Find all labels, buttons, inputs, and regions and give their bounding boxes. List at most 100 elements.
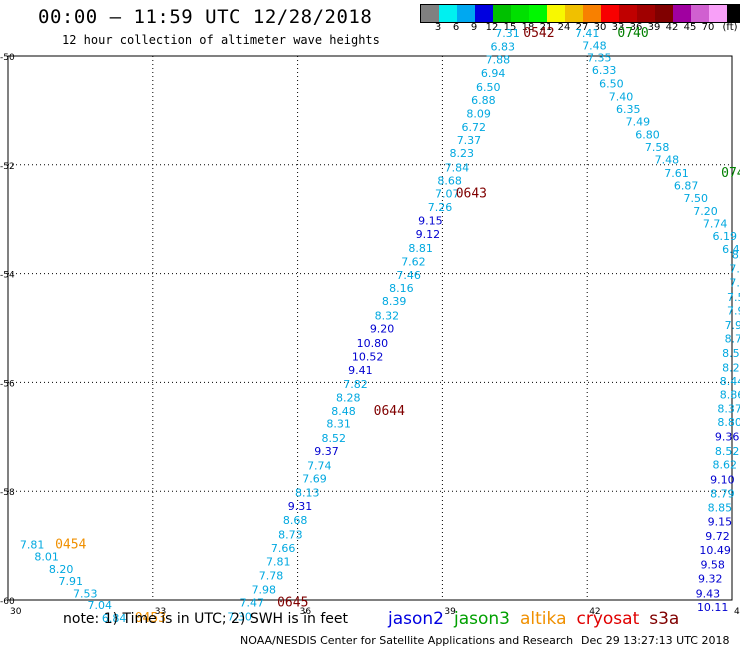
wave-height-value: 8.39 xyxy=(382,295,407,308)
color-swatch xyxy=(421,5,439,22)
color-swatch xyxy=(727,5,740,22)
wave-height-value: 9.12 xyxy=(416,228,441,241)
wave-height-value: 8.31 xyxy=(326,418,351,431)
wave-height-value: 7.31 xyxy=(495,27,520,40)
satellite-legend-item: altika xyxy=(520,609,567,629)
wave-height-value: 7.62 xyxy=(401,255,426,268)
wave-height-value: 8.01 xyxy=(34,550,59,563)
color-scale-label: 21 xyxy=(539,22,553,33)
wave-height-value: 10.11 xyxy=(697,601,729,614)
color-swatch xyxy=(511,5,529,22)
wave-height-value: 6.87 xyxy=(674,179,699,192)
satellite-legend-item: cryosat xyxy=(576,609,640,629)
wave-height-value: 6.35 xyxy=(616,103,641,116)
wave-height-value: 6.50 xyxy=(476,81,501,94)
wave-height-value: 9.31 xyxy=(288,500,313,513)
wave-height-value: 9.41 xyxy=(348,364,373,377)
wave-height-value: 9.37 xyxy=(314,445,339,458)
wave-height-value: 8.32 xyxy=(375,309,400,322)
page-title: 00:00 – 11:59 UTC 12/28/2018 xyxy=(38,6,373,28)
page-subtitle: 12 hour collection of altimeter wave hei… xyxy=(62,33,380,47)
wave-height-value: 7.35 xyxy=(587,51,612,64)
color-scale-label: 24 xyxy=(557,22,571,33)
color-scale-label: 70 xyxy=(701,22,715,33)
color-scale-label: 6 xyxy=(452,22,460,33)
satellite-legend-item: jason3 xyxy=(454,609,510,629)
pass-time-label: 0453 xyxy=(135,611,166,626)
wave-height-value: 8.16 xyxy=(389,282,414,295)
color-swatch xyxy=(619,5,637,22)
wave-height-value: 8.13 xyxy=(295,487,320,500)
wave-height-value: 7.48 xyxy=(582,39,607,52)
wave-height-value: 7.69 xyxy=(302,472,327,485)
wave-height-value: 8.62 xyxy=(713,458,738,471)
wave-height-value: 7.74 xyxy=(703,217,728,230)
y-tick-label: -56 xyxy=(0,379,15,389)
wave-height-value: 8.37 xyxy=(717,402,740,415)
wave-height-value: 7.88 xyxy=(486,54,511,67)
color-scale-label: 12 xyxy=(485,22,499,33)
wave-height-value: 7.50 xyxy=(684,192,709,205)
wave-height-value: 6.88 xyxy=(471,94,496,107)
color-swatch xyxy=(637,5,655,22)
wave-height-value: 7.46 xyxy=(396,269,421,282)
wave-height-value: 6.84 xyxy=(102,612,127,625)
color-swatch xyxy=(547,5,565,22)
y-tick-label: -60 xyxy=(0,597,15,607)
wave-height-value: 7.40 xyxy=(729,263,740,276)
wave-height-value: 10.80 xyxy=(357,337,389,350)
x-tick-label: 33 xyxy=(155,607,166,617)
wave-height-value: 7.28 xyxy=(729,277,740,290)
credit-text: NOAA/NESDIS Center for Satellite Applica… xyxy=(240,634,574,647)
color-scale-label: 36 xyxy=(629,22,643,33)
y-tick-label: -50 xyxy=(0,53,15,63)
wave-height-value: 6.44 xyxy=(722,243,740,256)
wave-height-value: 9.58 xyxy=(700,558,725,571)
wave-height-value: 8.79 xyxy=(710,488,735,501)
pass-time-label: 0740 xyxy=(617,26,648,41)
color-swatch xyxy=(475,5,493,22)
pass-time-label: 0454 xyxy=(55,537,86,552)
wave-height-value: 10.49 xyxy=(699,544,731,557)
x-tick-label: 39 xyxy=(444,607,456,617)
satellite-legend-item: jason2 xyxy=(388,609,444,629)
wave-height-value: 6.83 xyxy=(490,41,515,54)
wave-height-value: 6.50 xyxy=(599,78,624,91)
x-tick-label: 36 xyxy=(300,607,312,617)
wave-height-value: 7.96 xyxy=(725,319,740,332)
wave-height-value: 8.48 xyxy=(331,405,356,418)
generated-timestamp: Dec 29 13:27:13 UTC 2018 xyxy=(581,634,730,647)
wave-height-value: 7.40 xyxy=(609,91,634,104)
color-scale-label: 30 xyxy=(593,22,607,33)
color-swatch xyxy=(709,5,727,22)
wave-height-value: 8.09 xyxy=(466,107,491,120)
wave-height-value: 7.26 xyxy=(428,201,453,214)
color-swatch xyxy=(493,5,511,22)
wave-height-value: 9.15 xyxy=(418,215,443,228)
wave-height-value: 8.86 xyxy=(720,389,740,402)
wave-height-value: 9.32 xyxy=(698,573,723,586)
satellite-legend: jason2 jason3 altika cryosat s3a xyxy=(388,609,689,629)
color-scale-label: 27 xyxy=(575,22,589,33)
pass-time-label: 0542 xyxy=(523,26,554,41)
wave-height-value: 9.43 xyxy=(696,587,721,600)
x-tick-label: 30 xyxy=(10,607,22,617)
wave-height-value: 7.61 xyxy=(664,167,689,180)
wave-height-value: 8.44 xyxy=(720,375,740,388)
y-tick-label: -54 xyxy=(0,271,15,281)
wave-height-value: 7.04 xyxy=(87,599,112,612)
pass-time-label: 0643 xyxy=(456,186,487,201)
wave-height-value: 8.68 xyxy=(283,514,308,527)
wave-height-value: 7.07 xyxy=(435,187,460,200)
color-scale-label: 33 xyxy=(611,22,625,33)
wave-height-value: 8.25 xyxy=(722,362,740,375)
wave-height-value: 7.98 xyxy=(252,583,277,596)
color-swatch xyxy=(601,5,619,22)
wave-height-value: 8.56 xyxy=(722,347,740,360)
wave-height-value: 7.48 xyxy=(655,154,680,167)
wave-height-value: 8.52 xyxy=(322,432,347,445)
color-swatch xyxy=(529,5,547,22)
wave-height-value: 8.79 xyxy=(725,333,740,346)
color-scale-labels: 3 6 9 12 15 18 21 24 27 30 33 36 39 42 45 70 (ft) xyxy=(420,22,738,36)
